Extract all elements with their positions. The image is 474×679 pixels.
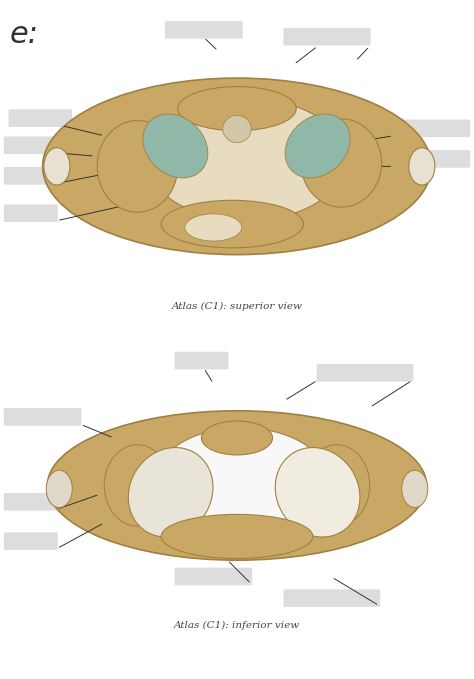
FancyBboxPatch shape xyxy=(283,28,371,45)
Ellipse shape xyxy=(161,515,313,558)
FancyBboxPatch shape xyxy=(165,21,243,39)
Ellipse shape xyxy=(301,119,382,207)
FancyBboxPatch shape xyxy=(179,215,247,232)
Ellipse shape xyxy=(143,114,208,178)
Ellipse shape xyxy=(46,470,72,508)
Ellipse shape xyxy=(303,445,370,526)
FancyBboxPatch shape xyxy=(4,136,58,154)
FancyBboxPatch shape xyxy=(4,204,58,222)
Text: e:: e: xyxy=(9,20,38,50)
Ellipse shape xyxy=(104,445,171,526)
Ellipse shape xyxy=(178,87,296,130)
Ellipse shape xyxy=(43,78,431,255)
Ellipse shape xyxy=(409,148,435,185)
FancyBboxPatch shape xyxy=(4,408,82,426)
Text: F: F xyxy=(228,218,233,227)
FancyBboxPatch shape xyxy=(4,532,58,550)
FancyBboxPatch shape xyxy=(174,352,228,369)
Text: Atlas (C1): inferior view: Atlas (C1): inferior view xyxy=(174,621,300,630)
Ellipse shape xyxy=(44,148,70,185)
FancyBboxPatch shape xyxy=(283,589,380,607)
Ellipse shape xyxy=(275,447,360,537)
Ellipse shape xyxy=(185,214,242,241)
FancyBboxPatch shape xyxy=(9,109,72,127)
FancyBboxPatch shape xyxy=(4,167,58,185)
Ellipse shape xyxy=(128,447,213,537)
Ellipse shape xyxy=(223,115,251,143)
Ellipse shape xyxy=(156,428,327,530)
FancyBboxPatch shape xyxy=(4,493,58,511)
Ellipse shape xyxy=(401,470,428,508)
Ellipse shape xyxy=(147,98,346,221)
Ellipse shape xyxy=(285,114,350,178)
FancyBboxPatch shape xyxy=(317,364,413,382)
Ellipse shape xyxy=(47,411,427,560)
FancyBboxPatch shape xyxy=(392,150,470,168)
Ellipse shape xyxy=(201,421,273,455)
Ellipse shape xyxy=(161,200,303,248)
Text: Atlas (C1): superior view: Atlas (C1): superior view xyxy=(172,302,302,311)
Ellipse shape xyxy=(97,121,178,212)
FancyBboxPatch shape xyxy=(392,120,470,137)
FancyBboxPatch shape xyxy=(174,568,252,585)
